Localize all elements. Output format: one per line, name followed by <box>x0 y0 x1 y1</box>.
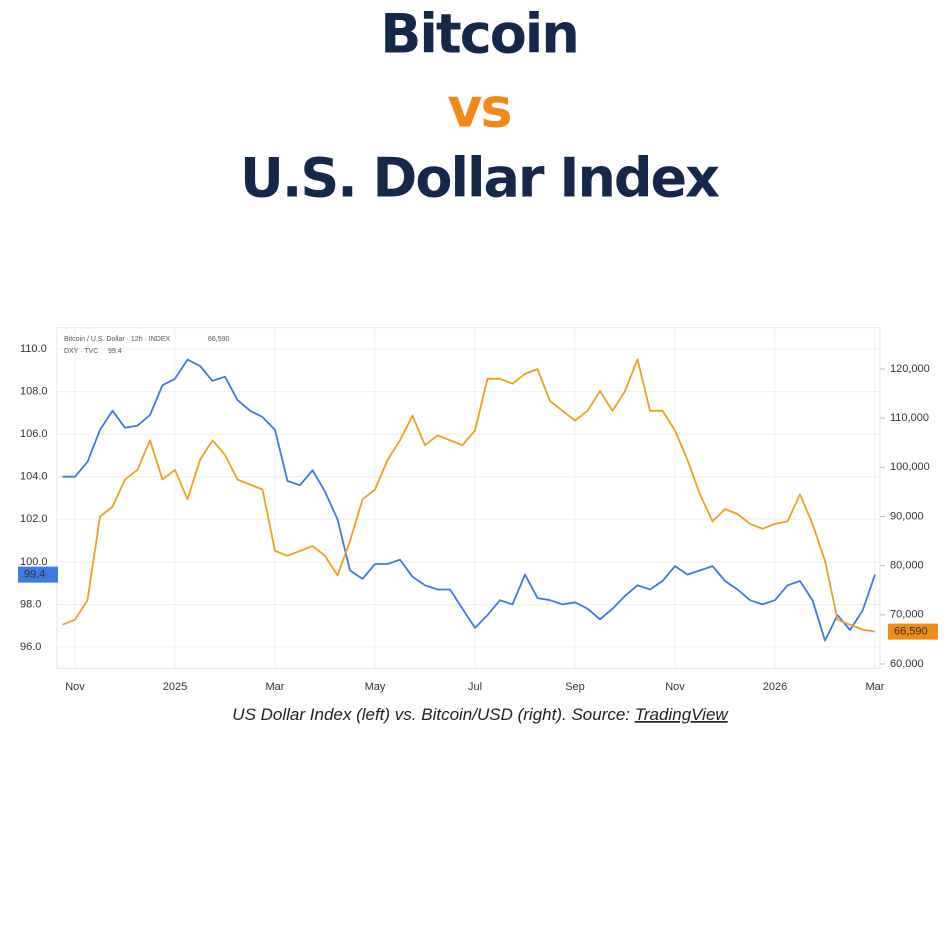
legend-value: 66,590 <box>208 336 230 343</box>
y2-tick-label: 100,000 <box>890 461 930 473</box>
source-link[interactable]: TradingView <box>635 705 730 724</box>
price-tag-label: 66,590 <box>894 626 928 638</box>
y2-tick-label: 80,000 <box>890 560 924 572</box>
y-tick-label: 110.0 <box>20 343 47 355</box>
x-tick-label: Nov <box>65 681 85 693</box>
legend-label: Bitcoin / U.S. Dollar · 12h · INDEX <box>64 336 171 343</box>
y-tick-label: 108.0 <box>20 385 48 397</box>
y-tick-label: 96.0 <box>20 641 41 653</box>
y-tick-label: 104.0 <box>20 471 48 483</box>
x-tick-label: Nov <box>665 681 685 693</box>
price-tag <box>888 623 938 640</box>
y2-tick-label: 60,000 <box>890 658 924 670</box>
y-tick-label: 98.0 <box>20 598 41 610</box>
caption-text: US Dollar Index (left) vs. Bitcoin/USD (… <box>232 705 634 724</box>
caption: US Dollar Index (left) vs. Bitcoin/USD (… <box>232 705 729 724</box>
y2-tick-label: 120,000 <box>890 363 930 375</box>
series-line <box>62 358 876 633</box>
chart-title: vs <box>447 77 510 140</box>
chart-title: U.S. Dollar Index <box>240 147 720 210</box>
y2-tick-label: 70,000 <box>890 609 924 621</box>
price-tag <box>18 566 58 583</box>
y2-tick-label: 90,000 <box>890 510 924 522</box>
legend-label: DXY · TVC <box>64 348 98 355</box>
plot-area <box>56 327 881 669</box>
x-tick-label: 2025 <box>163 681 187 693</box>
x-tick-label: Jul <box>468 681 482 693</box>
y-tick-label: 100.0 <box>20 556 48 568</box>
chart-title: Bitcoin <box>380 3 578 66</box>
legend-value: 99.4 <box>108 348 122 355</box>
y2-tick-label: 110,000 <box>890 412 929 424</box>
x-tick-label: May <box>365 681 386 693</box>
y-tick-label: 106.0 <box>20 428 48 440</box>
price-tag-label: 99.4 <box>24 569 45 581</box>
x-tick-label: Mar <box>866 681 885 693</box>
x-tick-label: Sep <box>565 681 585 693</box>
series-line <box>62 358 876 642</box>
y-tick-label: 102.0 <box>20 513 48 525</box>
x-tick-label: Mar <box>266 681 285 693</box>
x-tick-label: 2026 <box>763 681 787 693</box>
